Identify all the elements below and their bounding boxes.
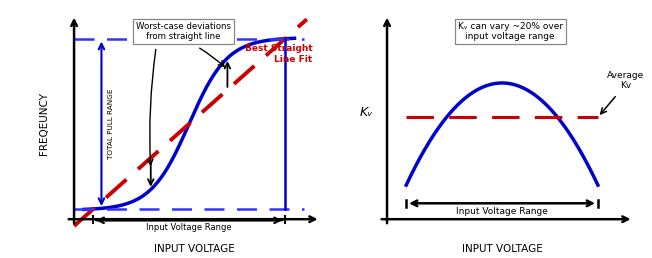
Text: Kᵥ can vary ~20% over
input voltage range: Kᵥ can vary ~20% over input voltage rang… [458, 22, 563, 41]
Text: Kᵥ: Kᵥ [360, 106, 373, 119]
Text: Input Voltage Range: Input Voltage Range [456, 207, 548, 216]
Text: Worst-case deviations
from straight line: Worst-case deviations from straight line [136, 22, 231, 41]
Text: INPUT VOLTAGE: INPUT VOLTAGE [462, 244, 542, 254]
Text: Average
Kv: Average Kv [606, 71, 644, 90]
Text: INPUT VOLTAGE: INPUT VOLTAGE [154, 244, 235, 254]
Text: Best Straight
Line Fit: Best Straight Line Fit [244, 44, 312, 64]
Text: TOTAL PULL RANGE: TOTAL PULL RANGE [108, 88, 114, 159]
Text: Input Voltage Range: Input Voltage Range [146, 223, 232, 232]
Text: FREQEUNCY: FREQEUNCY [39, 92, 49, 155]
